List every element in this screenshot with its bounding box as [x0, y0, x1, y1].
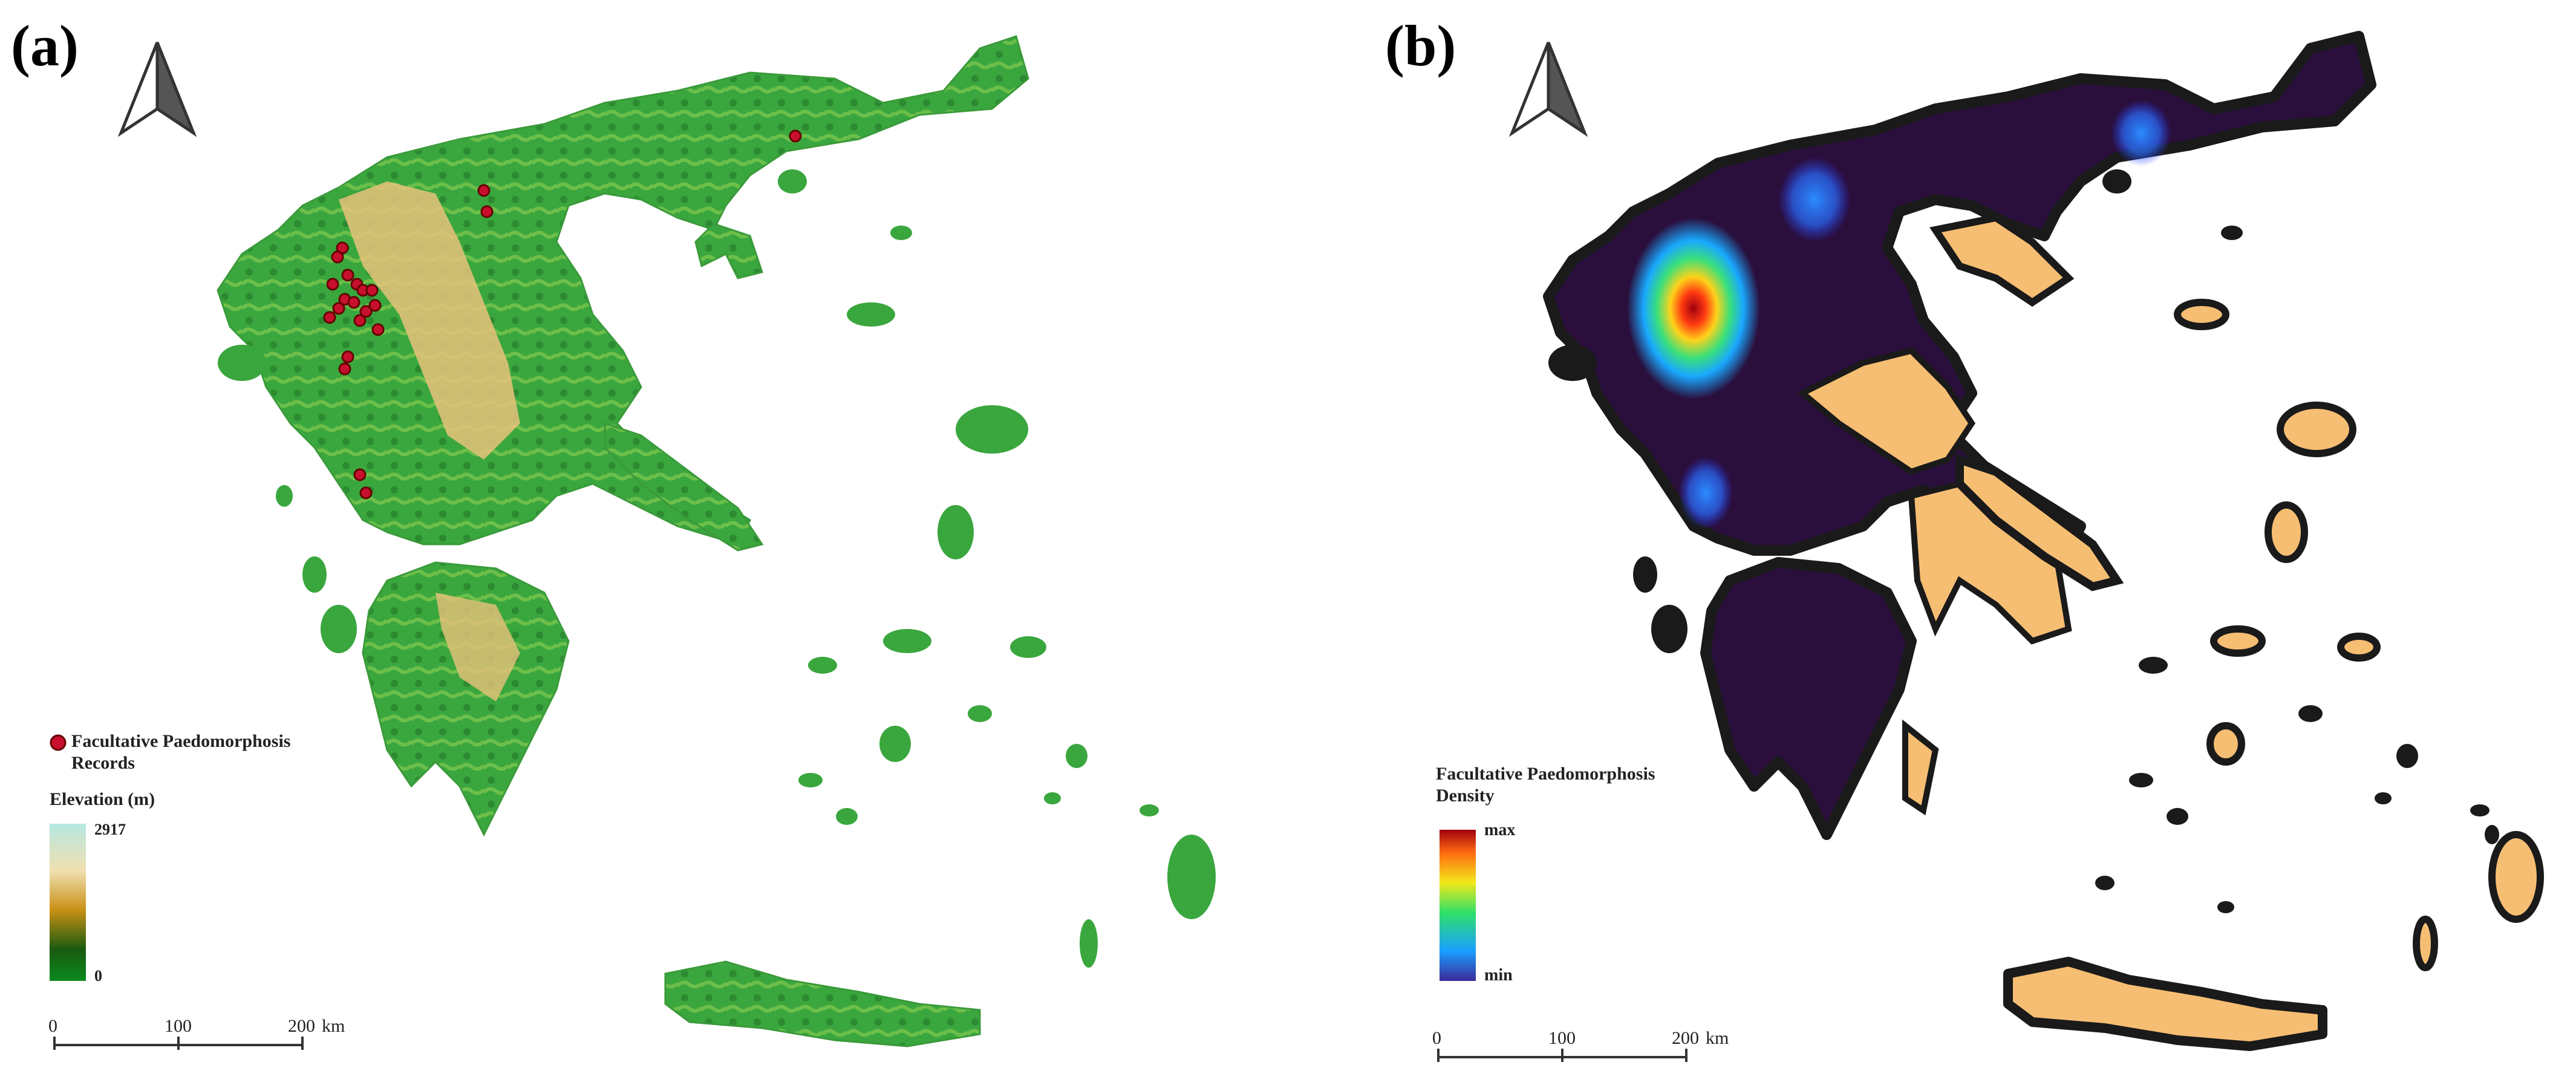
scalebar-b-tick-0: 0	[1432, 1028, 1441, 1048]
panel-a-label: (a)	[11, 13, 79, 78]
scalebar-b-tick-100: 100	[1548, 1028, 1576, 1048]
elevation-legend-title: Elevation (m)	[50, 789, 155, 809]
density-hotspot-epirus	[1627, 218, 1760, 399]
aegean-islands-outlined	[2174, 299, 2544, 971]
density-hotspot-aetolia	[1678, 457, 1733, 529]
density-min-label: min	[1484, 966, 1513, 985]
north-arrow-icon	[1508, 42, 1588, 137]
crete-outside-range	[2003, 957, 2327, 1051]
laconia-outside-range	[1902, 719, 1939, 816]
scalebar-a-tick-200: 200	[288, 1016, 315, 1036]
mainland-density	[1543, 31, 2376, 556]
scalebar-a-tick-0: 0	[48, 1016, 57, 1036]
euboea	[604, 422, 764, 552]
scalebar-b-unit: km	[1706, 1028, 1729, 1048]
aegean-islands	[218, 169, 1216, 968]
chalkidiki	[694, 223, 763, 279]
panel-b-label: (b)	[1385, 13, 1456, 78]
density-max-label: max	[1484, 821, 1516, 839]
mainland-greece	[217, 35, 1029, 546]
records-legend-symbol	[50, 734, 67, 751]
scalebar-a-unit: km	[322, 1016, 345, 1036]
panel-a-map	[50, 35, 1216, 1050]
elevation-min-label: 0	[94, 967, 102, 985]
peloponnese-highlands	[435, 593, 520, 702]
chalkidiki-outside-range	[1929, 213, 2075, 307]
records-legend-label: Facultative Paedomorphosis Records	[71, 731, 291, 773]
scalebar-a-line	[53, 1037, 304, 1050]
panel-b-map	[1437, 31, 2544, 1062]
north-arrow-icon	[117, 42, 197, 137]
elevation-max-label: 2917	[94, 821, 126, 838]
density-colorbar	[1440, 830, 1476, 981]
peloponnese	[362, 561, 570, 837]
pindus-highlands	[339, 181, 520, 460]
density-legend-title: Facultative Paedomorphosis Density	[1436, 764, 1655, 806]
euboea-outside-range	[1955, 454, 2124, 591]
thessaly-outside-range	[1796, 347, 1976, 475]
elevation-colorbar	[50, 824, 86, 981]
peloponnese-density	[1700, 557, 1917, 840]
scalebar-a-tick-100: 100	[165, 1016, 192, 1036]
small-islands-outlined	[1548, 169, 2499, 913]
scalebar-b-tick-200: 200	[1672, 1028, 1699, 1048]
record-points	[323, 129, 802, 500]
scalebar-b-line	[1437, 1049, 1687, 1062]
density-hotspot-east	[2111, 100, 2171, 166]
density-hotspot-north	[1778, 157, 1851, 242]
crete	[664, 960, 981, 1047]
